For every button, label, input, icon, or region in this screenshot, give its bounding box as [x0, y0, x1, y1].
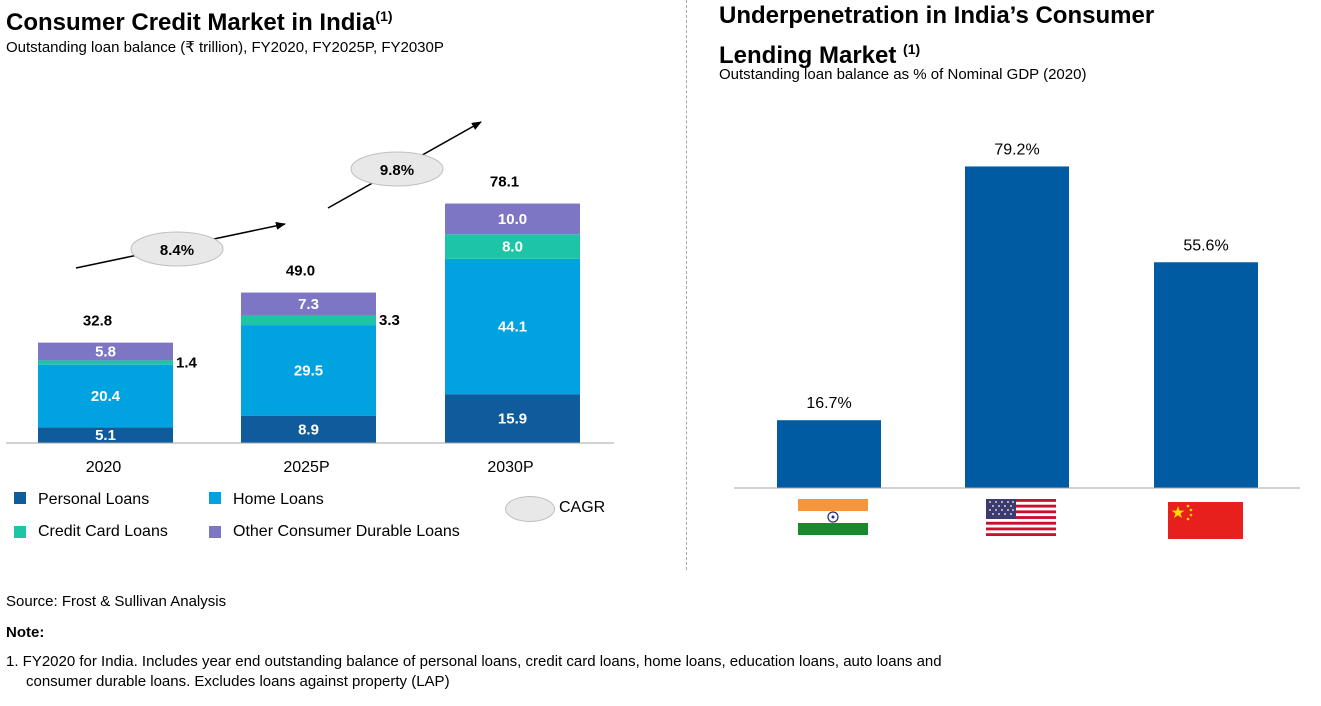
bar-segment-home-2020	[38, 364, 173, 428]
note-line-1: 1. FY2020 for India. Includes year end o…	[6, 653, 942, 670]
value-label-china: 55.6%	[1183, 237, 1228, 254]
consumer-credit-stacked-bar-chart: 8.4% 9.8% 5.1 20.4 1.4 5.8 32.8 8.9 29.5 3.3 7.3…	[6, 121, 614, 476]
left-chart-title: Consumer Credit Market in India(1)	[6, 2, 393, 37]
value-label-credit-card-2025P: 3.3	[379, 312, 400, 329]
left-x-tick-labels: 2020 2025P 2030P	[86, 459, 534, 476]
value-label-credit-card-2020: 1.4	[176, 355, 198, 372]
legend-swatch-home-loans	[209, 492, 221, 504]
value-label-personal-2025P: 8.9	[298, 421, 319, 438]
value-label-other-2025P: 7.3	[298, 296, 319, 313]
left-chart-subtitle: Outstanding loan balance (₹ trillion), F…	[6, 39, 444, 56]
value-label-personal-2020: 5.1	[95, 427, 116, 444]
right-chart-title-line1: Underpenetration in India’s Consumer	[719, 2, 1155, 29]
bar-segment-other-2020	[38, 342, 173, 361]
value-label-credit-card-2030P: 8.0	[502, 239, 523, 256]
bar-segment-home-2030P	[445, 258, 580, 395]
total-label-2030P: 78.1	[490, 174, 519, 191]
right-chart-title-line2-text: Lending Market	[719, 42, 897, 69]
usa-flag-icon	[986, 499, 1056, 536]
bar-segment-personal-2020	[38, 427, 173, 443]
legend-label-personal-loans: Personal Loans	[38, 491, 150, 508]
value-label-home-2030P: 44.1	[498, 318, 527, 335]
legend-label-home-loans: Home Loans	[233, 491, 324, 508]
cagr-oval-1	[130, 231, 224, 267]
bar-segment-other-2025P	[241, 292, 376, 315]
legend-label-credit-card-loans: Credit Card Loans	[38, 523, 168, 540]
right-chart-title-footnote: (1)	[903, 41, 921, 57]
value-label-other-2020: 5.8	[95, 344, 116, 361]
right-chart-title-line2: Lending Market (1)	[719, 35, 920, 70]
value-label-other-2030P: 10.0	[498, 211, 527, 228]
country-bars-group: 16.7% 79.2% 55.6%	[777, 141, 1258, 488]
bar-india	[777, 420, 881, 488]
right-chart-subtitle: Outstanding loan balance as % of Nominal…	[719, 66, 1087, 83]
value-label-home-2020: 20.4	[91, 388, 121, 405]
bar-segment-credit-card-2025P	[241, 314, 376, 326]
note-heading: Note:	[6, 624, 45, 641]
x-tick-label-2030P: 2030P	[487, 459, 533, 476]
legend-swatch-personal-loans	[14, 492, 26, 504]
legend-swatch-credit-card-loans	[14, 526, 26, 538]
total-label-2020: 32.8	[83, 313, 112, 330]
bar-segment-home-2025P	[241, 325, 376, 416]
value-label-usa: 79.2%	[994, 141, 1039, 158]
bar-segment-other-2030P	[445, 203, 580, 235]
value-label-home-2025P: 29.5	[294, 362, 323, 379]
india-flag-icon	[798, 499, 868, 535]
cagr-label-1: 8.4%	[160, 242, 194, 259]
value-label-india: 16.7%	[806, 395, 851, 412]
source-text: Source: Frost & Sullivan Analysis	[6, 593, 227, 610]
cagr-oval-2	[350, 151, 444, 187]
bar-segment-credit-card-2030P	[445, 234, 580, 259]
bar-segment-personal-2030P	[445, 394, 580, 443]
left-chart-title-text: Consumer Credit Market in India	[6, 9, 376, 36]
total-label-2025P: 49.0	[286, 263, 315, 280]
x-tick-label-2025P: 2025P	[283, 459, 329, 476]
legend-label-cagr: CAGR	[559, 499, 606, 516]
legend-label-other-consumer-durable-loans: Other Consumer Durable Loans	[233, 523, 460, 540]
gdp-penetration-bar-chart: 16.7% 79.2% 55.6%	[734, 141, 1300, 539]
left-chart-title-footnote: (1)	[375, 8, 393, 24]
china-flag-icon	[1168, 502, 1243, 539]
note-line-2: consumer durable loans. Excludes loans a…	[26, 673, 450, 690]
cagr-label-2: 9.8%	[380, 162, 414, 179]
legend-swatch-cagr	[505, 496, 555, 522]
x-tick-label-2020: 2020	[86, 459, 122, 476]
bar-segment-personal-2025P	[241, 415, 376, 443]
bar-china	[1154, 262, 1258, 488]
value-label-personal-2030P: 15.9	[498, 411, 527, 428]
bar-usa	[965, 166, 1069, 488]
legend-swatch-other-consumer-durable-loans	[209, 526, 221, 538]
panel-divider	[686, 0, 687, 570]
bar-segment-credit-card-2020	[38, 360, 173, 365]
stacked-bars-group: 5.1 20.4 1.4 5.8 32.8 8.9 29.5 3.3 7.3 49.0 15.9 44…	[38, 174, 580, 444]
